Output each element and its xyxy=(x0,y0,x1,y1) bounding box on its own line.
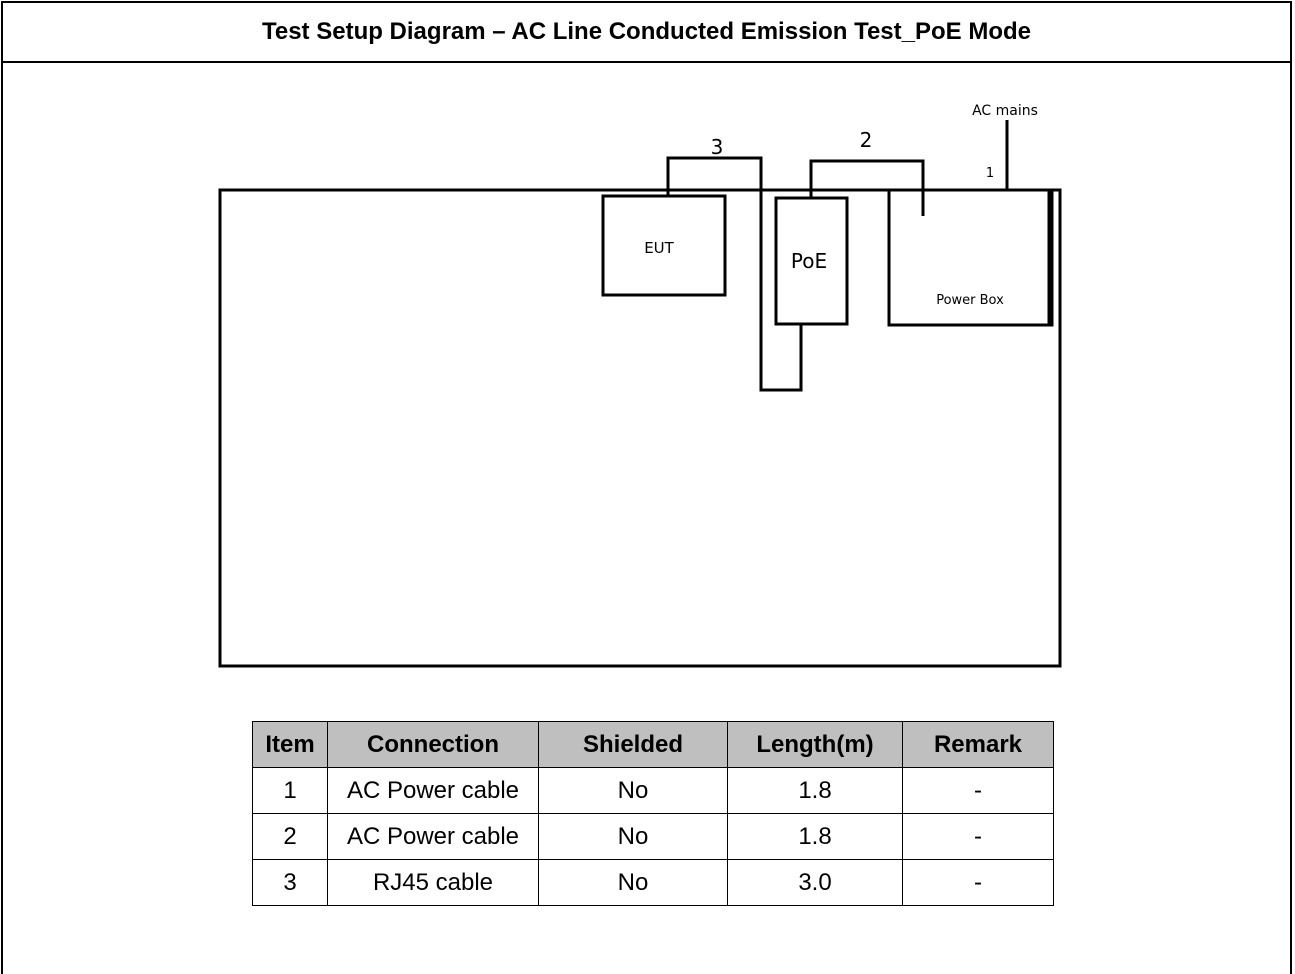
table-cell: - xyxy=(902,813,1054,860)
table-cell: No xyxy=(538,859,728,906)
table-cell: 2 xyxy=(252,813,328,860)
column-header: Length(m) xyxy=(727,721,903,768)
eut-box xyxy=(601,194,727,297)
title: Test Setup Diagram – AC Line Conducted E… xyxy=(1,1,1292,63)
table-row: 3 RJ45 cable No 3.0- xyxy=(252,859,1054,906)
column-header: Item xyxy=(252,721,328,768)
column-header: Shielded xyxy=(538,721,728,768)
cable-label: 3 xyxy=(711,135,724,159)
power-box xyxy=(887,188,1054,327)
poe-label: PoE xyxy=(791,249,827,273)
table-cell: 1 xyxy=(252,767,328,814)
cable-2 xyxy=(809,159,925,216)
table-cell: RJ45 cable xyxy=(327,859,539,906)
table-cell: - xyxy=(902,859,1054,906)
table-cell: AC Power cable xyxy=(327,767,539,814)
table-row: 1 AC Power cable No 1.8- xyxy=(252,767,1054,814)
cable-label: 2 xyxy=(860,128,873,152)
table-header: Item Connection Shielded Length(m) Remark xyxy=(252,721,1054,768)
table-cell: 3 xyxy=(252,859,328,906)
test-table-outline xyxy=(218,188,1062,668)
column-header: Connection xyxy=(327,721,539,768)
table-body: 1 AC Power cable No 1.8-2 AC Power cable No 1.… xyxy=(252,767,1054,906)
table-cell: 3.0 xyxy=(727,859,903,906)
table-cell: AC Power cable xyxy=(327,813,539,860)
eut-label: EUT xyxy=(644,239,674,257)
cable-label: 1 xyxy=(986,166,994,181)
ac-mains-label: AC mains xyxy=(972,103,1038,119)
table-cell: No xyxy=(538,813,728,860)
table-cell: No xyxy=(538,767,728,814)
table-cell: 1.8 xyxy=(727,813,903,860)
table-cell: 1.8 xyxy=(727,767,903,814)
table-row: 2 AC Power cable No 1.8- xyxy=(252,813,1054,860)
power-box-label: Power Box xyxy=(936,293,1004,308)
cable-3 xyxy=(666,156,803,392)
table-cell: - xyxy=(902,767,1054,814)
column-header: Remark xyxy=(902,721,1054,768)
